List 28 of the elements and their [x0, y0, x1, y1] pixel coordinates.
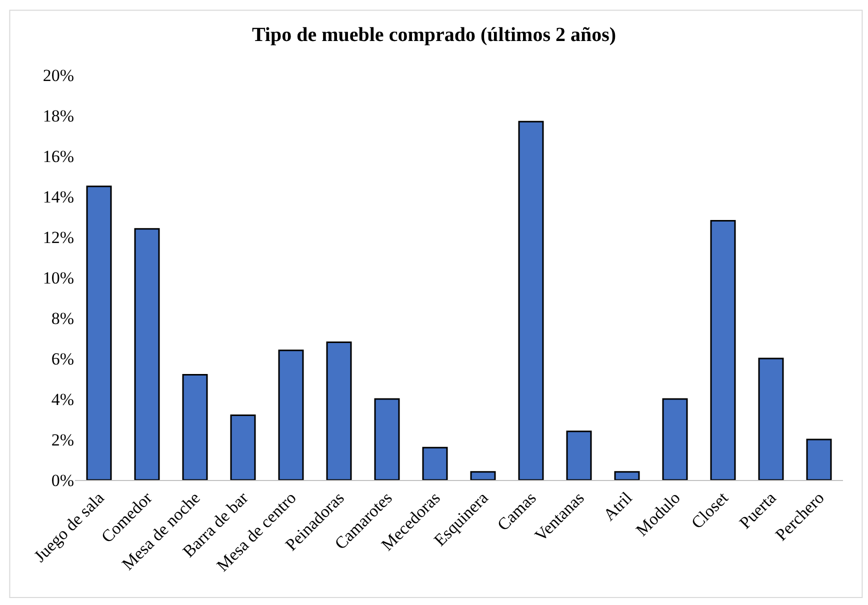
- bar: [758, 358, 784, 480]
- y-tick-label: 0%: [51, 470, 74, 490]
- y-tick-label: 20%: [42, 66, 74, 85]
- bar: [806, 438, 832, 480]
- bar: [134, 228, 160, 480]
- y-tick-label: 10%: [42, 268, 74, 288]
- bar: [566, 430, 592, 480]
- bar: [662, 398, 688, 480]
- y-tick-label: 14%: [42, 187, 74, 206]
- y-tick-label: 4%: [51, 390, 74, 409]
- y-tick-label: 12%: [42, 228, 74, 247]
- bar: [374, 398, 400, 480]
- bar: [278, 350, 304, 480]
- bar: [518, 120, 544, 480]
- bar: [230, 414, 256, 480]
- bar: [326, 342, 352, 480]
- y-tick-label: 18%: [42, 106, 74, 126]
- bar: [86, 186, 112, 480]
- bar: [470, 471, 496, 480]
- bar: [422, 446, 448, 480]
- chart-title: Tipo de mueble comprado (últimos 2 años): [252, 24, 616, 46]
- y-tick-label: 16%: [42, 146, 74, 166]
- y-tick-label: 6%: [51, 349, 74, 368]
- bar: [182, 374, 208, 480]
- y-tick-label: 8%: [51, 308, 74, 328]
- bar: [614, 471, 640, 480]
- bar: [710, 220, 736, 480]
- y-tick-label: 2%: [51, 430, 74, 450]
